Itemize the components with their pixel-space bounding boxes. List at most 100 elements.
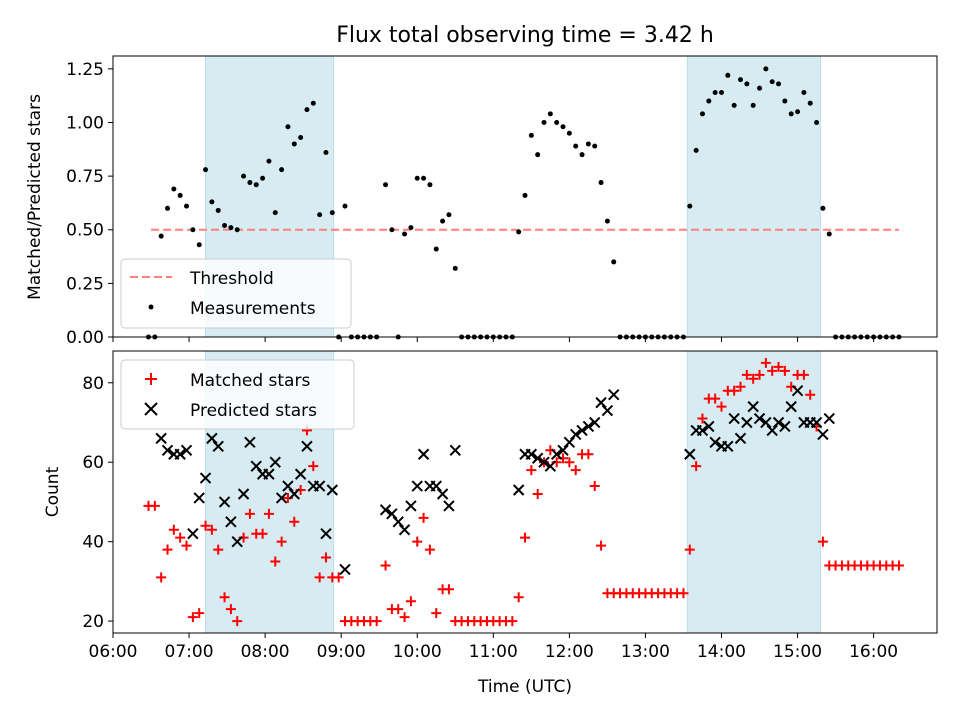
measurement-point [203,167,209,173]
matched-star-point [729,385,740,396]
measurement-point [560,124,566,130]
matched-star-point [893,560,904,571]
top-axes-frame [112,55,938,338]
legend-measurements-label: Measurements [190,299,316,319]
measurement-point [310,100,316,106]
bottom-ylabel: Count [43,466,63,517]
measurement-point [750,102,756,108]
matched-star-point [225,604,236,615]
predicted-star-point [294,468,307,480]
predicted-star-point [443,500,455,512]
measurement-point [826,231,832,237]
predicted-star-point [538,456,550,468]
measurement-point [516,229,522,235]
predicted-star-point [199,472,212,484]
matched-star-point [520,532,530,543]
matched-star-point [418,512,429,523]
measurement-point [222,222,228,228]
predicted-star-point [531,452,544,464]
matched-star-point [162,544,173,555]
predicted-star-point [206,432,218,445]
matched-star-point [232,616,243,627]
matched-star-point [175,532,186,543]
predicted-star-point [728,412,740,425]
top-x-ticks [112,337,875,342]
measurement-point [604,218,610,224]
predicted-star-point [753,412,766,425]
legend-predicted-label: Predicted stars [190,401,317,421]
measurement-point [247,180,253,186]
measurement-point [272,210,278,216]
matched-star-point [156,572,167,583]
top-ylabel: Matched/Predicted stars [25,94,45,300]
predicted-star-point [582,420,595,433]
matched-star-point [805,389,816,400]
measurement-point [427,182,433,188]
measurement-point [323,150,329,156]
matched-star-point [399,612,410,623]
predicted-star-point [684,448,696,460]
predicted-star-point [193,492,205,504]
matched-star-point [678,588,689,599]
measurement-point [712,89,718,95]
predicted-star-point [301,440,313,453]
matched-star-point [798,369,809,380]
bottom-y-tick-label: 80 [82,374,104,394]
matched-star-point [817,536,828,547]
measurement-point [769,79,775,85]
measurement-point [260,175,266,181]
measurement-point [253,182,259,188]
predicted-star-point [766,424,778,437]
measurement-point [687,203,693,209]
matched-star-point [308,461,319,472]
matched-star-point [754,369,765,380]
measurement-point [184,203,190,209]
matched-star-point [320,552,331,563]
measurement-point [421,175,427,181]
measurement-point [241,173,247,179]
predicted-star-point [313,480,326,492]
measurement-point [266,158,272,164]
predicted-star-point [174,448,186,460]
matched-star-point [431,608,442,619]
predicted-star-point [250,460,262,472]
bottom-y-tick-label: 40 [82,533,104,553]
matched-star-point [513,592,524,603]
matched-star-point [424,544,435,555]
measurement-point [158,233,164,239]
measurement-point [585,141,591,147]
measurement-point [725,72,731,78]
measurement-point [446,212,452,218]
measurement-point [757,85,763,91]
predicted-star-point [326,484,339,496]
bottom-x-tick-label: 11:00 [469,642,518,662]
predicted-star-point [817,428,829,441]
matched-star-point [314,572,325,583]
measurement-point [579,152,585,158]
measurement-point [165,205,171,211]
matched-star-point [532,488,543,499]
measurement-point [304,107,310,113]
top-y-tick-label: 1.00 [66,113,104,133]
bottom-legend-box [120,359,355,430]
top-title: Flux total observing time = 3.42 h [336,23,714,48]
predicted-star-point [187,527,199,540]
measurement-point [234,227,240,233]
top-shaded-interval [686,55,821,338]
bottom-y-tick-label: 60 [82,453,104,473]
bottom-axes-frame [112,350,938,634]
matched-star-point [206,524,217,535]
predicted-star-point [703,420,715,433]
predicted-star-point [595,396,607,409]
matched-star-point [741,369,752,380]
measurement-point [566,130,572,136]
matched-star-point [697,413,708,424]
predicted-star-point [436,488,449,500]
matched-star-point [589,481,600,492]
predicted-star-point [779,420,791,433]
predicted-star-point [512,484,525,496]
predicted-star-point [563,436,576,449]
predicted-star-point [411,480,423,492]
matched-star-point [526,465,537,476]
